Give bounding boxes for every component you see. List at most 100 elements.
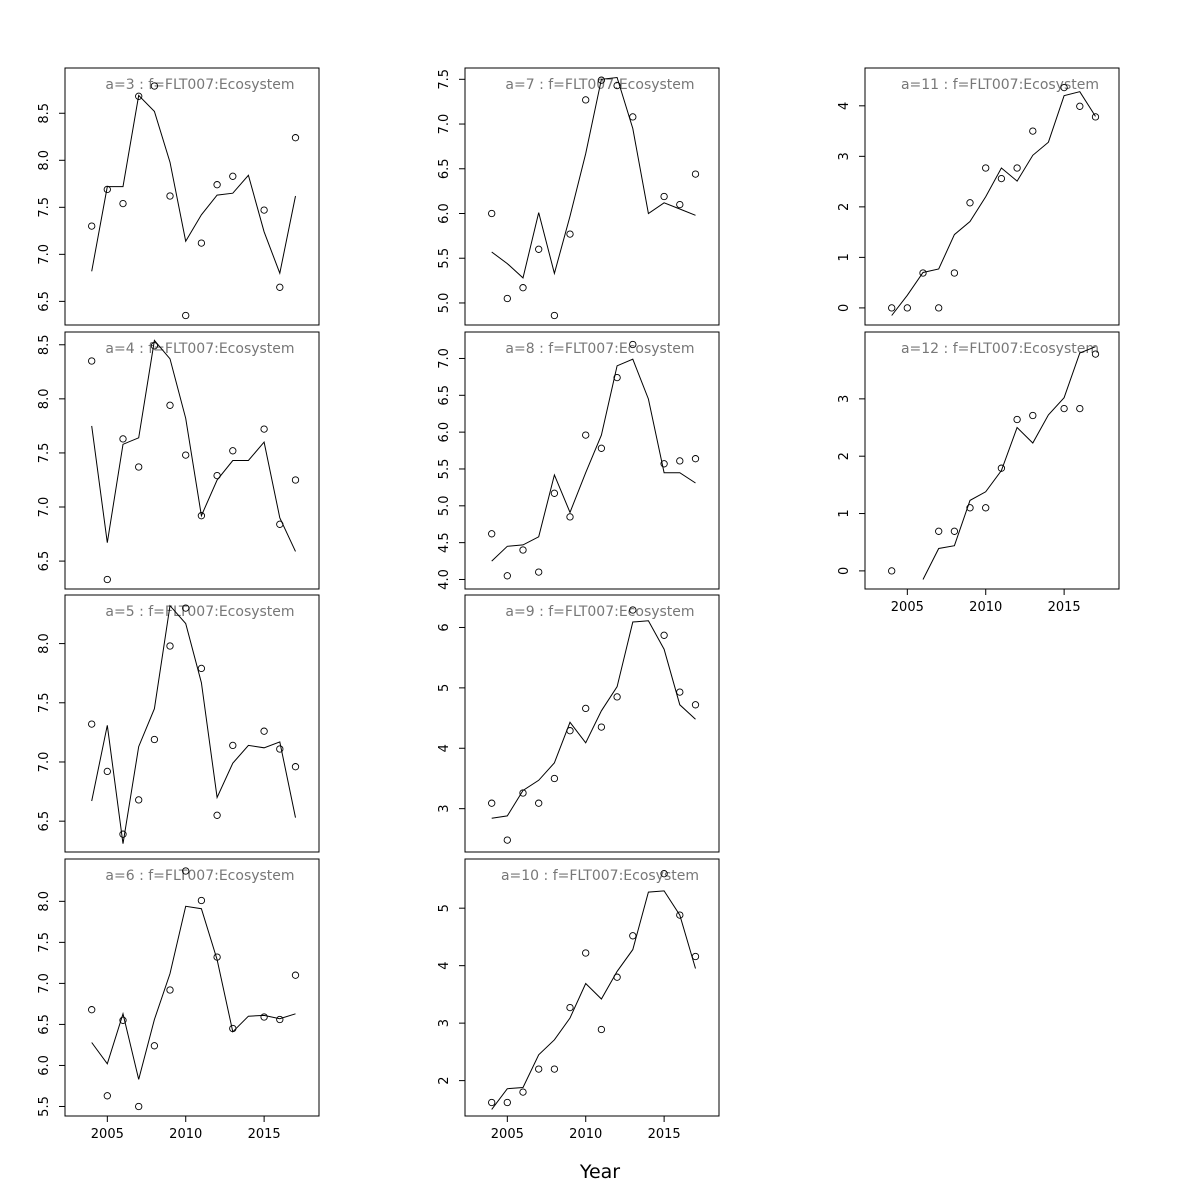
plot-area <box>488 870 700 1110</box>
data-point <box>229 1024 237 1033</box>
data-point <box>566 513 574 521</box>
panel-5: a=7 : f=FLT007:Ecosystem5.05.56.06.57.07… <box>437 67 720 326</box>
panel-title: a=8 : f=FLT007:Ecosystem <box>505 341 694 357</box>
data-point <box>519 1088 527 1096</box>
data-point <box>150 342 159 350</box>
data-point <box>629 340 637 349</box>
data-point <box>103 1092 111 1100</box>
panel-title: a=10 : f=FLT007:Ecosystem <box>501 868 699 884</box>
y-tick-label: 6.5 <box>37 811 52 832</box>
plot-area <box>88 82 300 320</box>
fitted-line <box>91 339 296 552</box>
fitted-line <box>491 358 696 562</box>
data-point <box>213 953 221 961</box>
panel-7: a=9 : f=FLT007:Ecosystem 3 4 5 6 <box>437 594 720 853</box>
data-point <box>166 986 174 994</box>
data-point <box>982 164 990 172</box>
y-tick-label: 8.0 <box>37 633 52 654</box>
data-point <box>997 464 1006 472</box>
panel-9: a=11 : f=FLT007:Ecosystem 0 1 2 3 4 <box>837 67 1120 326</box>
data-point <box>260 1013 268 1021</box>
data-point <box>613 693 621 701</box>
plot-frame <box>464 67 720 326</box>
plot-area <box>88 867 300 1111</box>
y-tick-label: 5 <box>437 684 452 692</box>
data-point <box>597 1025 606 1034</box>
data-point <box>135 796 143 804</box>
panel-6: a=8 : f=FLT007:Ecosystem 4.0 4.5 5.0 5.5 6.0 6… <box>437 331 720 590</box>
panel-1: a=3 : f=FLT007:Ecosystem 6.5 7.0 7.5 8.0 8.5 <box>37 67 320 326</box>
y-tick-label: 7.0 <box>37 752 52 773</box>
plot-frame <box>464 858 720 1117</box>
x-axis-title: Year <box>579 1161 620 1183</box>
data-point <box>597 723 606 731</box>
data-point <box>135 463 143 471</box>
data-point <box>582 704 590 713</box>
y-tick-label: 7.0 <box>37 973 52 994</box>
y-tick-label: 7.5 <box>37 932 52 953</box>
y-tick-label: 4.5 <box>437 532 452 553</box>
data-point <box>103 185 111 194</box>
y-tick-label: 5 <box>437 904 452 912</box>
y-tick-label: 3 <box>837 395 852 403</box>
data-point <box>103 767 111 776</box>
data-point <box>566 1003 574 1012</box>
panel-10: a=12 : f=FLT007:Ecosystem 0 1 2 3 2005 2010 201… <box>837 331 1120 615</box>
data-point <box>550 774 559 783</box>
data-point <box>276 745 284 753</box>
data-point <box>676 688 684 696</box>
plot-frame <box>464 331 720 590</box>
y-tick-label: 2 <box>437 1076 452 1084</box>
y-tick-label: 0 <box>837 567 852 575</box>
data-point <box>660 460 668 468</box>
data-point <box>197 664 206 673</box>
data-point <box>150 735 159 744</box>
data-point <box>135 92 143 100</box>
data-point <box>629 932 637 940</box>
y-tick-label: 7.5 <box>37 443 52 464</box>
y-tick-label: 3 <box>437 805 452 813</box>
data-point <box>503 572 511 580</box>
y-tick-label: 5.0 <box>437 293 452 314</box>
data-point <box>260 727 268 735</box>
data-point <box>88 1006 96 1014</box>
data-point <box>1060 83 1068 92</box>
data-point <box>566 230 574 238</box>
data-point <box>197 512 206 520</box>
data-point <box>488 1098 496 1107</box>
data-point <box>629 606 637 614</box>
plot-frame <box>864 67 1120 326</box>
data-point <box>691 701 700 709</box>
y-tick-label: 6.5 <box>37 551 52 572</box>
y-tick-label: 7.0 <box>437 348 452 369</box>
fitted-line <box>91 94 296 275</box>
y-tick-label: 6 <box>437 623 452 631</box>
y-tick-label: 7.0 <box>37 244 52 265</box>
data-point <box>519 789 527 797</box>
fitted-line <box>491 890 696 1110</box>
x-tick-label: 2005 <box>891 600 924 615</box>
plot-frame <box>64 331 320 590</box>
y-tick-label: 1 <box>837 509 852 517</box>
data-point <box>1013 164 1021 172</box>
data-point <box>182 604 190 612</box>
data-point <box>582 949 590 957</box>
data-point <box>119 830 127 838</box>
data-point <box>213 811 221 819</box>
plot-area <box>888 83 1100 316</box>
y-tick-label: 8.5 <box>37 334 52 355</box>
y-tick-label: 6.0 <box>37 1055 52 1076</box>
data-point <box>503 294 511 303</box>
data-point <box>935 304 943 312</box>
panel-8: a=10 : f=FLT007:Ecosystem 2 3 4 5 2005 2010 201… <box>437 858 720 1142</box>
data-point <box>903 304 911 312</box>
y-tick-label: 2 <box>837 203 852 211</box>
data-point <box>182 867 190 875</box>
data-point <box>1091 350 1100 358</box>
plot-area <box>488 340 700 580</box>
y-tick-label: 6.5 <box>437 158 452 179</box>
data-point <box>229 447 237 455</box>
data-point <box>291 763 300 771</box>
data-point <box>182 311 190 320</box>
y-tick-label: 2 <box>837 452 852 460</box>
